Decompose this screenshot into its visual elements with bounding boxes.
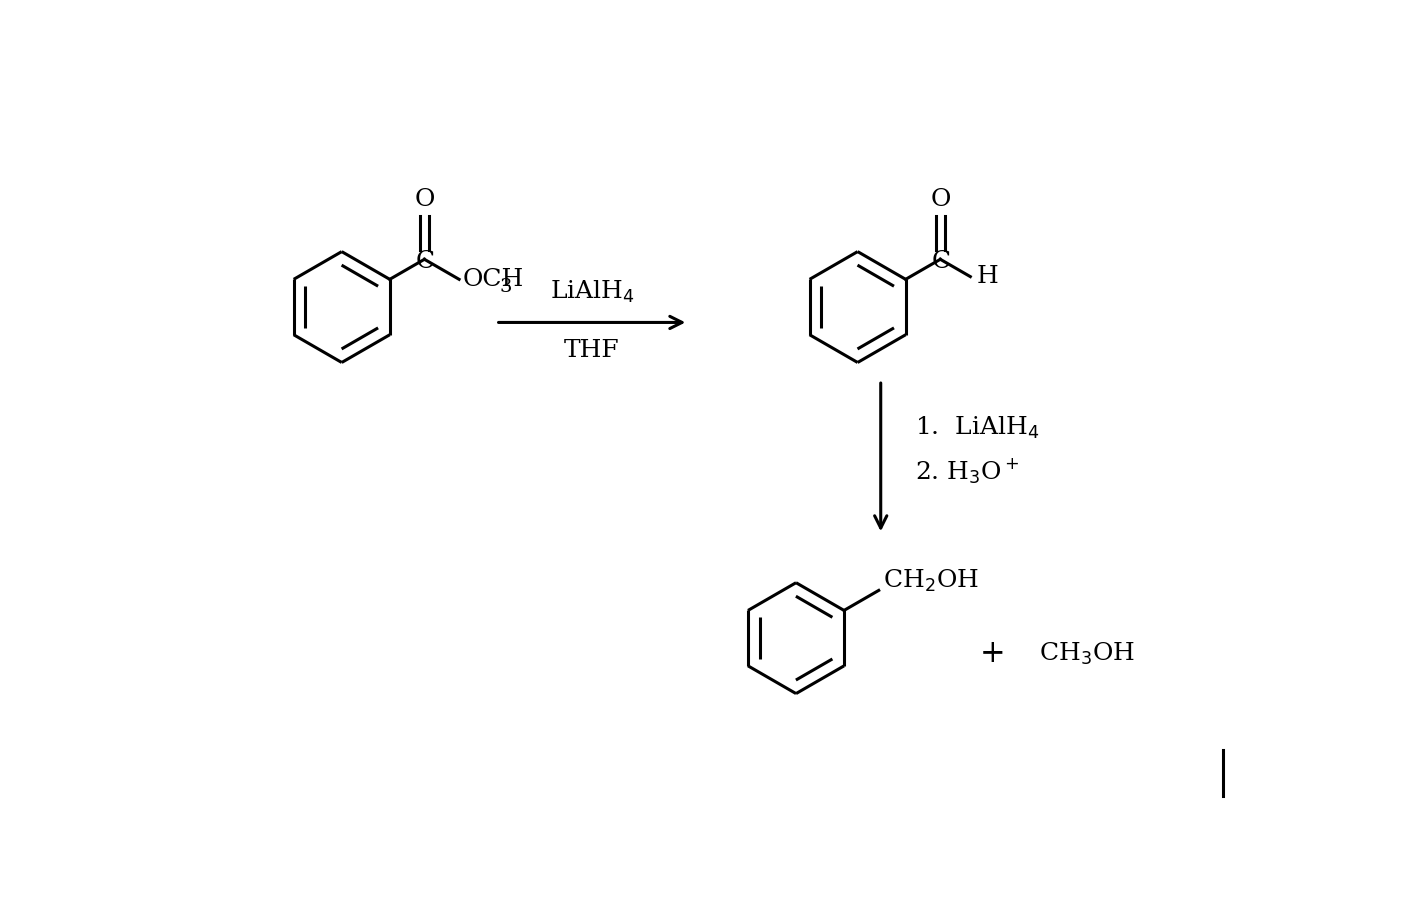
Text: C: C bbox=[932, 250, 950, 273]
Text: C: C bbox=[415, 250, 435, 273]
Text: 3: 3 bbox=[498, 278, 511, 296]
Text: CH$_3$OH: CH$_3$OH bbox=[1039, 640, 1134, 667]
Text: 2. H$_3$O$^+$: 2. H$_3$O$^+$ bbox=[915, 456, 1019, 485]
Text: OCH: OCH bbox=[463, 267, 524, 290]
Text: CH$_2$OH: CH$_2$OH bbox=[882, 568, 979, 594]
Text: O: O bbox=[414, 188, 435, 211]
Text: O: O bbox=[931, 188, 950, 211]
Text: 1.  LiAlH$_4$: 1. LiAlH$_4$ bbox=[915, 415, 1039, 441]
Text: THF: THF bbox=[565, 340, 620, 363]
Text: H: H bbox=[977, 265, 998, 289]
Text: +: + bbox=[980, 638, 1005, 669]
Text: LiAlH$_4$: LiAlH$_4$ bbox=[549, 279, 634, 306]
